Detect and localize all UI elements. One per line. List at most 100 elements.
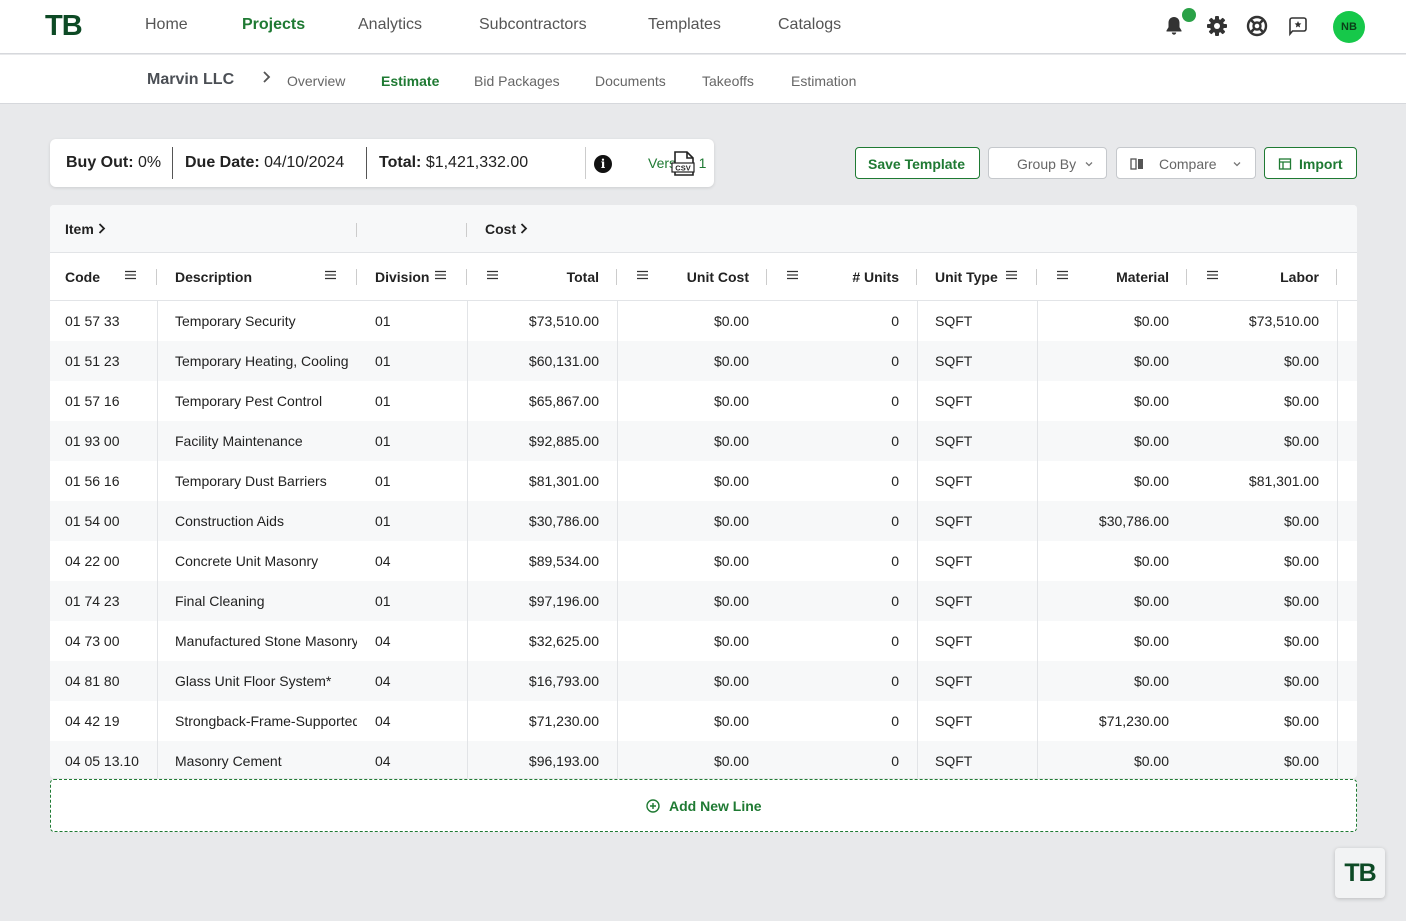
cell-unit-type[interactable]: SQFT bbox=[935, 353, 973, 369]
cell-division[interactable]: 01 bbox=[375, 433, 391, 449]
header-unit-cost[interactable]: Unit Cost bbox=[686, 269, 749, 285]
gear-icon[interactable] bbox=[1205, 14, 1229, 38]
cell-code[interactable]: 01 74 23 bbox=[65, 593, 120, 609]
cell-unit-cost[interactable]: $0.00 bbox=[713, 593, 749, 609]
cell-units[interactable]: 0 bbox=[891, 353, 899, 369]
cell-labor[interactable]: $0.00 bbox=[1283, 393, 1319, 409]
cell-labor[interactable]: $0.00 bbox=[1283, 593, 1319, 609]
table-row[interactable]: 04 05 13.10 Masonry Cement 04 $96,193.00 $0.… bbox=[50, 741, 1357, 778]
company-name[interactable]: Marvin LLC bbox=[147, 71, 235, 88]
cell-code[interactable]: 01 56 16 bbox=[65, 473, 120, 489]
nav-catalogs[interactable]: Catalogs bbox=[778, 16, 842, 33]
table-row[interactable]: 04 73 00 Manufactured Stone Masonry 04 $32,… bbox=[50, 621, 1357, 661]
import-button[interactable]: Import bbox=[1264, 147, 1357, 179]
cell-units[interactable]: 0 bbox=[891, 593, 899, 609]
header-units[interactable]: # Units bbox=[852, 269, 899, 285]
nav-analytics[interactable]: Analytics bbox=[358, 16, 423, 33]
cell-description[interactable]: Masonry Cement bbox=[175, 753, 282, 769]
table-row[interactable]: 04 22 00 Concrete Unit Masonry 04 $89,534.0… bbox=[50, 541, 1357, 581]
bell-icon[interactable] bbox=[1162, 14, 1186, 38]
cell-unit-type[interactable]: SQFT bbox=[935, 393, 973, 409]
table-row[interactable]: 01 51 23 Temporary Heating, Cooling 01 $60,… bbox=[50, 341, 1357, 381]
cell-unit-type[interactable]: SQFT bbox=[935, 433, 973, 449]
column-menu-icon[interactable] bbox=[637, 270, 648, 280]
cell-description[interactable]: Temporary Heating, Cooling bbox=[175, 353, 349, 369]
cell-units[interactable]: 0 bbox=[891, 673, 899, 689]
cell-unit-type[interactable]: SQFT bbox=[935, 513, 973, 529]
cell-unit-type[interactable]: SQFT bbox=[935, 673, 973, 689]
cell-description[interactable]: Strongback-Frame-Supported bbox=[175, 713, 357, 729]
cell-code[interactable]: 04 81 80 bbox=[65, 673, 120, 689]
table-row[interactable]: 01 57 16 Temporary Pest Control 01 $65,867.… bbox=[50, 381, 1357, 421]
floating-logo-button[interactable]: TB bbox=[1335, 848, 1385, 898]
cell-units[interactable]: 0 bbox=[891, 473, 899, 489]
cell-description[interactable]: Final Cleaning bbox=[175, 593, 265, 609]
header-labor[interactable]: Labor bbox=[1280, 269, 1319, 285]
cell-division[interactable]: 04 bbox=[375, 553, 391, 569]
cell-division[interactable]: 01 bbox=[375, 473, 391, 489]
cell-unit-cost[interactable]: $0.00 bbox=[713, 433, 749, 449]
cell-division[interactable]: 01 bbox=[375, 393, 391, 409]
header-unit-type[interactable]: Unit Type bbox=[935, 269, 998, 285]
cell-division[interactable]: 01 bbox=[375, 513, 391, 529]
cell-labor[interactable]: $0.00 bbox=[1283, 673, 1319, 689]
cell-units[interactable]: 0 bbox=[891, 313, 899, 329]
nav-home[interactable]: Home bbox=[145, 16, 188, 33]
cell-unit-cost[interactable]: $0.00 bbox=[713, 753, 749, 769]
nav-templates[interactable]: Templates bbox=[648, 16, 721, 33]
table-row[interactable]: 01 54 00 Construction Aids 01 $30,786.00 $0.… bbox=[50, 501, 1357, 541]
cell-units[interactable]: 0 bbox=[891, 633, 899, 649]
table-row[interactable]: 04 81 80 Glass Unit Floor System* 04 $16,79… bbox=[50, 661, 1357, 701]
column-menu-icon[interactable] bbox=[125, 270, 136, 280]
table-row[interactable]: 04 42 19 Strongback-Frame-Supported 04 $71,… bbox=[50, 701, 1357, 741]
column-menu-icon[interactable] bbox=[1006, 270, 1017, 280]
cell-units[interactable]: 0 bbox=[891, 513, 899, 529]
cell-description[interactable]: Temporary Pest Control bbox=[175, 393, 323, 409]
cell-labor[interactable]: $0.00 bbox=[1283, 713, 1319, 729]
cell-unit-type[interactable]: SQFT bbox=[935, 633, 973, 649]
cell-division[interactable]: 04 bbox=[375, 633, 391, 649]
cell-unit-cost[interactable]: $0.00 bbox=[713, 673, 749, 689]
cell-unit-type[interactable]: SQFT bbox=[935, 313, 973, 329]
cell-total[interactable]: $30,786.00 bbox=[528, 513, 599, 529]
column-separator[interactable] bbox=[616, 269, 617, 285]
cell-description[interactable]: Concrete Unit Masonry bbox=[175, 553, 319, 569]
cell-code[interactable]: 01 57 33 bbox=[65, 313, 120, 329]
cell-labor[interactable]: $0.00 bbox=[1283, 553, 1319, 569]
cell-division[interactable]: 04 bbox=[375, 713, 391, 729]
cell-material[interactable]: $0.00 bbox=[1133, 753, 1169, 769]
cell-labor[interactable]: $0.00 bbox=[1283, 633, 1319, 649]
nav-projects[interactable]: Projects bbox=[242, 16, 306, 33]
column-separator[interactable] bbox=[1186, 269, 1187, 285]
cell-code[interactable]: 01 54 00 bbox=[65, 513, 120, 529]
user-avatar[interactable]: NB bbox=[1333, 11, 1365, 43]
app-logo[interactable]: TB bbox=[45, 10, 83, 42]
cell-total[interactable]: $97,196.00 bbox=[528, 593, 599, 609]
tab-overview[interactable]: Overview bbox=[287, 73, 346, 89]
cell-labor[interactable]: $0.00 bbox=[1283, 353, 1319, 369]
column-menu-icon[interactable] bbox=[487, 270, 498, 280]
cell-description[interactable]: Manufactured Stone Masonry bbox=[175, 633, 357, 649]
tab-documents[interactable]: Documents bbox=[595, 73, 666, 89]
cell-material[interactable]: $0.00 bbox=[1133, 633, 1169, 649]
cell-division[interactable]: 04 bbox=[375, 753, 391, 769]
cell-code[interactable]: 01 51 23 bbox=[65, 353, 120, 369]
cell-total[interactable]: $71,230.00 bbox=[528, 713, 599, 729]
feedback-icon[interactable] bbox=[1286, 14, 1310, 38]
cell-labor[interactable]: $81,301.00 bbox=[1248, 473, 1319, 489]
header-material[interactable]: Material bbox=[1116, 269, 1169, 285]
column-separator[interactable] bbox=[466, 269, 467, 285]
cell-labor[interactable]: $0.00 bbox=[1283, 513, 1319, 529]
csv-export-icon[interactable]: CSV bbox=[671, 151, 695, 177]
cell-units[interactable]: 0 bbox=[891, 753, 899, 769]
cell-unit-type[interactable]: SQFT bbox=[935, 553, 973, 569]
cell-description[interactable]: Temporary Dust Barriers bbox=[175, 473, 327, 489]
cell-description[interactable]: Construction Aids bbox=[175, 513, 284, 529]
cell-labor[interactable]: $0.00 bbox=[1283, 753, 1319, 769]
cell-total[interactable]: $73,510.00 bbox=[528, 313, 599, 329]
info-icon[interactable]: i bbox=[594, 155, 612, 173]
cell-unit-cost[interactable]: $0.00 bbox=[713, 633, 749, 649]
cell-material[interactable]: $30,786.00 bbox=[1098, 513, 1169, 529]
table-row[interactable]: 01 56 16 Temporary Dust Barriers 01 $81,301… bbox=[50, 461, 1357, 501]
cell-labor[interactable]: $0.00 bbox=[1283, 433, 1319, 449]
